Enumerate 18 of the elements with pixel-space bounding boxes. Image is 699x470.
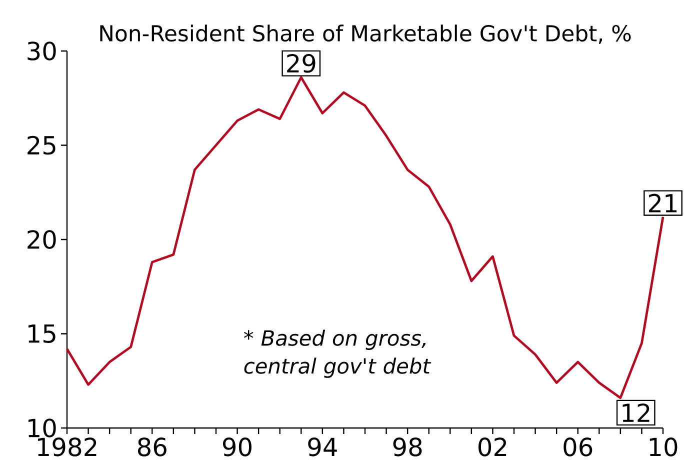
annotation: * Based on gross, central gov't debt [244, 330, 432, 378]
x-tick-label: 94 [308, 438, 337, 456]
y-tick-label: 25 [28, 136, 56, 155]
chart-title: Non-Resident Share of Marketable Gov't Debt, % [100, 24, 631, 44]
y-tick-label: 10 [28, 418, 56, 438]
x-tick-label: 98 [393, 438, 422, 456]
y-tick-label: 20 [28, 230, 56, 249]
x-tick-label: 90 [223, 438, 252, 456]
x-tick-label: 02 [478, 438, 506, 456]
y-tick-label: 15 [28, 324, 56, 344]
data-label: 21 [648, 194, 677, 212]
x-tick-label: 06 [564, 438, 592, 456]
y-tick-label: 30 [28, 42, 56, 60]
x-tick-label: 10 [650, 438, 678, 456]
data-label: 29 [287, 54, 316, 73]
x-tick-label: 86 [138, 438, 166, 456]
data-label: 12 [622, 403, 650, 422]
x-tick-label: 1982 [38, 438, 96, 456]
